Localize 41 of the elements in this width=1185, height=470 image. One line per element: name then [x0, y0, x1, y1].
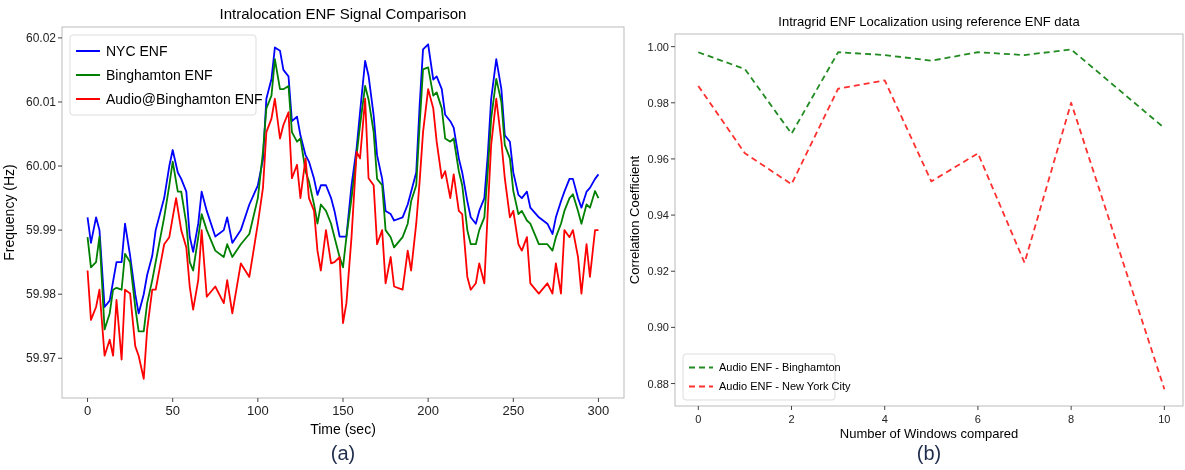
x-tick-label: 6 [974, 413, 981, 425]
y-tick-label: 59.99 [25, 223, 57, 238]
y-tick-label: 0.90 [647, 321, 669, 334]
legend-label: Audio ENF - Binghamton [719, 361, 841, 374]
x-tick-label: 200 [417, 403, 439, 418]
x-tick-label: 300 [587, 403, 610, 418]
y-tick-label: 0.88 [647, 377, 669, 390]
y-tick-label: 0.94 [647, 209, 669, 222]
y-tick-label: 59.98 [25, 287, 57, 302]
x-axis-title: Number of Windows compared [839, 426, 1019, 441]
y-axis-title: Frequency (Hz) [1, 164, 17, 261]
legend-label: Audio@Binghamton ENF [106, 90, 263, 107]
x-tick-label: 250 [502, 403, 525, 418]
y-tick-label: 60.01 [25, 94, 57, 109]
y-tick-label: 60.00 [25, 159, 57, 174]
x-tick-label: 100 [247, 403, 269, 418]
y-tick-label: 1.00 [647, 40, 669, 53]
y-tick-label: 0.92 [647, 265, 669, 278]
line-series [86, 88, 600, 380]
x-tick-label: 50 [165, 403, 180, 418]
x-tick-label: 0 [695, 413, 702, 425]
x-tick-label: 150 [332, 403, 354, 418]
y-tick-label: 0.98 [647, 96, 669, 109]
y-axis-title: Correlation Coefficient [627, 155, 642, 285]
chart-title: Intragrid ENF Localization using reference ENF data [778, 14, 1081, 29]
text: (b) [916, 442, 942, 464]
y-tick-label: 0.96 [647, 152, 669, 165]
y-tick-label: 59.97 [25, 351, 57, 366]
legend-label: Audio ENF - New York City [719, 380, 851, 393]
y-tick-label: 60.02 [25, 30, 57, 45]
x-axis-title: Time (sec) [310, 421, 376, 437]
x-tick-label: 2 [788, 413, 795, 425]
x-tick-label: 10 [1158, 413, 1171, 425]
text: (a) [330, 442, 356, 464]
legend-label: NYC ENF [106, 42, 168, 59]
line-series [697, 79, 1166, 391]
chart-title: Intralocation ENF Signal Comparison [219, 5, 467, 22]
legend-label: Binghamton ENF [106, 66, 213, 83]
x-tick-label: 0 [83, 403, 92, 418]
x-tick-label: 8 [1068, 413, 1075, 425]
x-tick-label: 4 [881, 413, 888, 425]
